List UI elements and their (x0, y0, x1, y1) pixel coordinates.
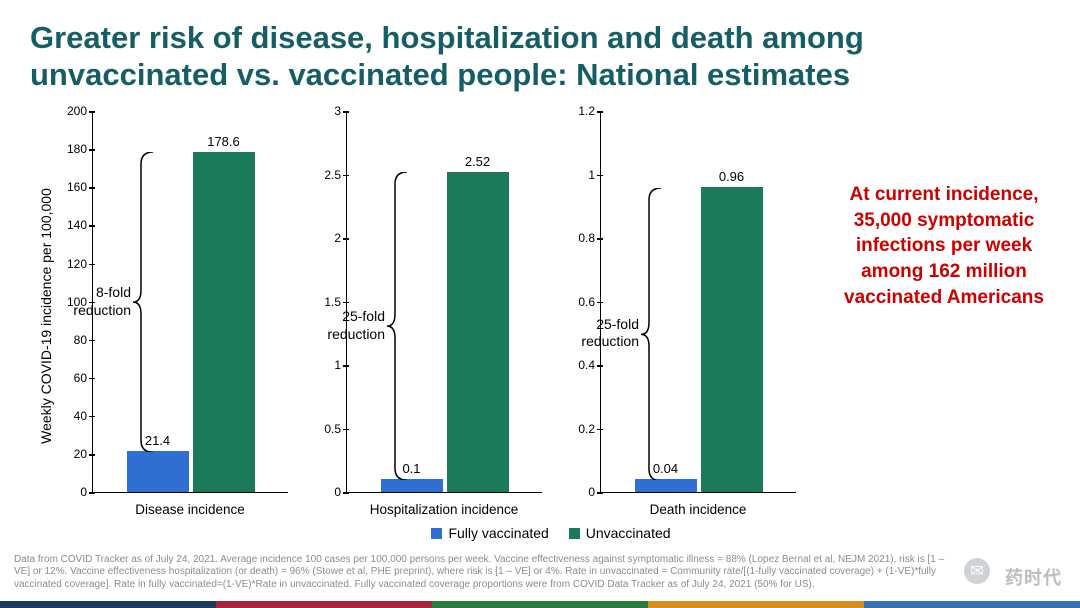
y-tick: 60 (53, 371, 87, 385)
y-tick: 1 (561, 168, 595, 182)
legend: Fully vaccinated Unvaccinated (52, 525, 1050, 542)
accent-segment (864, 601, 1080, 608)
y-tick: 0 (53, 485, 87, 499)
legend-label-vaccinated: Fully vaccinated (448, 525, 548, 541)
accent-segment (648, 601, 864, 608)
y-tick: 0.6 (561, 295, 595, 309)
y-tick: 0 (307, 485, 341, 499)
y-tick: 0 (561, 485, 595, 499)
y-tick: 1.2 (561, 104, 595, 118)
watermark-icon: ✉ (964, 558, 990, 584)
slide: Greater risk of disease, hospitalization… (0, 0, 1080, 608)
watermark-text: 药时代 (1005, 564, 1062, 590)
chart-panel-disease: 02040608010012014016018020021.4178.68-fo… (52, 111, 288, 521)
charts-row: Weekly COVID-19 incidence per 100,000 02… (52, 111, 1050, 521)
y-tick: 20 (53, 447, 87, 461)
accent-segment (432, 601, 648, 608)
bar-value-label: 0.1 (402, 461, 420, 476)
bar-value-label: 21.4 (145, 433, 170, 448)
y-tick: 0.2 (561, 422, 595, 436)
bottom-accent-bar (0, 601, 1080, 608)
chart-panel-hospitalization: 00.511.522.530.12.5225-foldreductionHosp… (306, 111, 542, 521)
legend-swatch-unvaccinated (569, 528, 580, 539)
bar-vaccinated: 0.04 (635, 479, 697, 492)
legend-label-unvaccinated: Unvaccinated (586, 525, 671, 541)
accent-segment (216, 601, 432, 608)
bar-value-label: 178.6 (207, 134, 240, 149)
y-tick: 2.5 (307, 168, 341, 182)
legend-item-unvaccinated: Unvaccinated (569, 525, 671, 541)
x-axis-label: Death incidence (600, 502, 796, 517)
x-axis-label: Disease incidence (92, 502, 288, 517)
y-tick: 3 (307, 104, 341, 118)
reduction-label: 25-foldreduction (319, 308, 385, 343)
legend-item-vaccinated: Fully vaccinated (431, 525, 548, 541)
bar-value-label: 0.96 (719, 169, 744, 184)
y-tick: 120 (53, 257, 87, 271)
legend-swatch-vaccinated (431, 528, 442, 539)
bar-vaccinated: 0.1 (381, 479, 443, 492)
bar-vaccinated: 21.4 (127, 451, 189, 492)
bars-group: 0.1 2.52 (347, 111, 542, 492)
y-tick: 40 (53, 409, 87, 423)
chart-panel-death: 00.20.40.60.811.20.040.9625-foldreductio… (560, 111, 796, 521)
bar-value-label: 2.52 (465, 154, 490, 169)
bar-unvaccinated: 178.6 (193, 152, 255, 492)
y-tick: 0.4 (561, 358, 595, 372)
footer-citation: Data from COVID Tracker as of July 24, 2… (14, 554, 950, 592)
accent-segment (0, 601, 216, 608)
y-tick: 160 (53, 180, 87, 194)
bar-unvaccinated: 0.96 (701, 187, 763, 492)
y-tick: 180 (53, 142, 87, 156)
bar-unvaccinated: 2.52 (447, 172, 509, 492)
y-tick: 200 (53, 104, 87, 118)
y-tick: 80 (53, 333, 87, 347)
y-tick: 1.5 (307, 295, 341, 309)
reduction-label: 8-foldreduction (65, 284, 131, 319)
x-axis-label: Hospitalization incidence (346, 502, 542, 517)
y-tick: 1 (307, 358, 341, 372)
plot-area: 00.20.40.60.811.20.040.9625-foldreductio… (600, 111, 796, 493)
callout-text: At current incidence, 35,000 symptomatic… (832, 182, 1056, 310)
y-tick: 0.8 (561, 231, 595, 245)
y-tick: 140 (53, 218, 87, 232)
bar-value-label: 0.04 (653, 461, 678, 476)
y-tick: 0.5 (307, 422, 341, 436)
plot-area: 02040608010012014016018020021.4178.68-fo… (92, 111, 288, 493)
reduction-label: 25-foldreduction (573, 316, 639, 351)
plot-area: 00.511.522.530.12.5225-foldreduction (346, 111, 542, 493)
bars-group: 0.04 0.96 (601, 111, 796, 492)
slide-title: Greater risk of disease, hospitalization… (30, 20, 1050, 93)
y-tick: 2 (307, 231, 341, 245)
